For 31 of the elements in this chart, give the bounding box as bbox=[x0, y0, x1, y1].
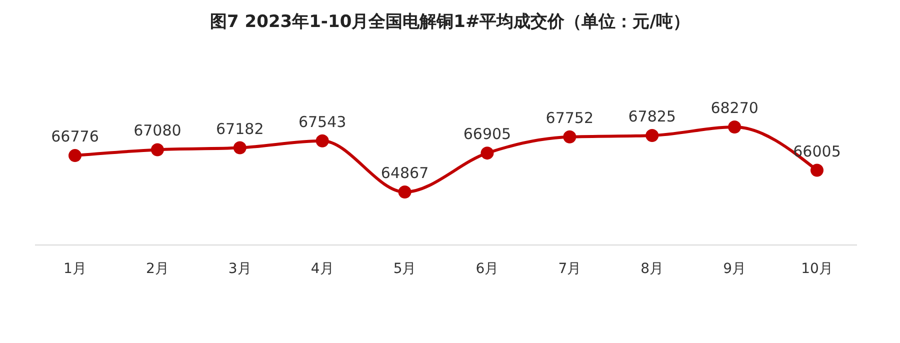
x-tick-label: 9月 bbox=[723, 260, 746, 277]
data-label: 67543 bbox=[298, 112, 346, 131]
data-label: 67182 bbox=[216, 120, 264, 138]
point bbox=[233, 141, 246, 154]
x-tick-label: 7月 bbox=[558, 260, 582, 277]
x-tick-label: 4月 bbox=[310, 260, 334, 277]
data-label: 64867 bbox=[380, 164, 429, 182]
point bbox=[68, 149, 82, 162]
x-tick-label: 5月 bbox=[393, 260, 416, 277]
x-tick-label: 8月 bbox=[640, 260, 664, 277]
chart-title: 图7 2023年1-10月全国电解铜1#平均成交价（单位：元/吨） bbox=[209, 11, 691, 34]
x-tick-label: 6月 bbox=[476, 260, 499, 277]
x-tick-label: 10月 bbox=[801, 260, 833, 277]
x-tick-label: 1月 bbox=[64, 260, 86, 277]
data-label: 67080 bbox=[134, 122, 182, 140]
point bbox=[728, 120, 742, 134]
data-label: 67752 bbox=[546, 108, 594, 127]
point bbox=[398, 186, 412, 198]
point bbox=[810, 164, 824, 177]
data-label: 66776 bbox=[51, 128, 99, 146]
data-label: 67825 bbox=[628, 108, 676, 126]
data-label: 66905 bbox=[463, 125, 512, 144]
point bbox=[316, 134, 329, 148]
x-tick-label: 3月 bbox=[228, 260, 252, 277]
point bbox=[150, 143, 164, 156]
point bbox=[563, 130, 576, 144]
point bbox=[480, 146, 494, 160]
point bbox=[646, 129, 659, 142]
data-label: 66005 bbox=[793, 142, 841, 160]
x-tick-label: 2月 bbox=[146, 260, 169, 277]
data-label: 68270 bbox=[710, 99, 758, 117]
